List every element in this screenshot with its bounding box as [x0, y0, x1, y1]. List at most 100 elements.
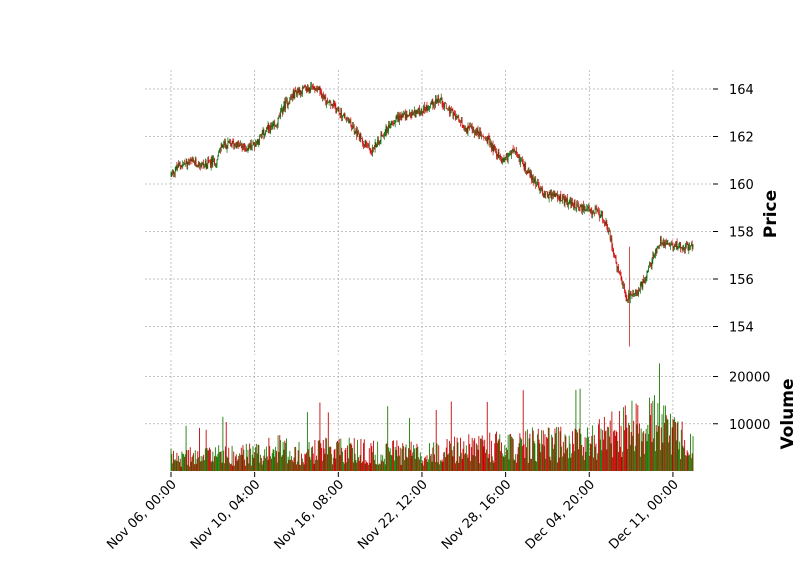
- candle-body: [306, 86, 307, 92]
- candle-body: [382, 135, 383, 137]
- candle-body: [614, 256, 616, 257]
- volume-bar: [516, 454, 518, 471]
- volume-bar: [542, 444, 543, 471]
- candle-body: [550, 193, 552, 199]
- time-tick-label: Nov 16, 08:00: [272, 477, 348, 553]
- volume-bar: [642, 432, 644, 471]
- candle-body: [470, 126, 471, 128]
- volume-bar: [298, 441, 300, 471]
- candle-body: [484, 137, 486, 139]
- candle-body: [189, 160, 191, 162]
- candle-body: [302, 87, 304, 89]
- candle-body: [338, 107, 340, 114]
- candle-body: [583, 204, 584, 211]
- volume-bar: [488, 453, 490, 471]
- time-tick-label: Nov 06, 00:00: [104, 477, 180, 553]
- volume-bar: [592, 425, 594, 471]
- candle-body: [596, 208, 598, 211]
- candle-body: [459, 120, 460, 123]
- volume-bar: [545, 458, 547, 471]
- volume-bar: [576, 429, 578, 471]
- volume-bar: [170, 448, 172, 471]
- volume-bar: [304, 453, 306, 471]
- volume-bar: [646, 441, 648, 471]
- candle-body: [307, 87, 308, 92]
- volume-bar: [520, 437, 522, 471]
- candle-body: [389, 125, 391, 128]
- volume-bar: [371, 446, 373, 471]
- volume-bar: [360, 439, 362, 471]
- candle-body: [385, 126, 387, 133]
- candle-body: [664, 241, 665, 247]
- volume-bar: [374, 454, 376, 471]
- volume-bar: [388, 451, 390, 471]
- candle-body: [549, 191, 551, 194]
- candle-body: [383, 135, 385, 137]
- candle-body: [530, 172, 532, 177]
- volume-bar: [310, 459, 312, 471]
- candle-body: [418, 107, 419, 111]
- volume-bar: [222, 416, 224, 471]
- volume-bar: [496, 443, 498, 471]
- volume-bar: [556, 426, 558, 471]
- volume-bar: [537, 428, 539, 471]
- candle-body: [665, 242, 667, 244]
- candle-body: [410, 115, 412, 116]
- volume-bar: [463, 441, 465, 471]
- volume-bar: [616, 431, 618, 471]
- volume-bar: [647, 424, 649, 471]
- volume-bar: [217, 453, 219, 471]
- volume-bar: [209, 447, 210, 471]
- candle-body: [551, 193, 552, 199]
- candle-body: [594, 208, 596, 213]
- candle-body: [267, 125, 269, 130]
- volume-bar: [501, 453, 503, 471]
- volume-bar: [460, 437, 461, 471]
- candle-body: [416, 110, 418, 113]
- candle-body: [262, 129, 264, 134]
- candle-body: [624, 284, 625, 290]
- candle-body: [476, 129, 478, 134]
- volume-bar: [176, 452, 178, 471]
- candle-body: [440, 97, 442, 99]
- volume-bar: [467, 457, 469, 471]
- candle-body: [275, 124, 276, 126]
- candle-body: [451, 109, 453, 110]
- volume-bar: [356, 462, 358, 471]
- candle-body: [316, 87, 317, 91]
- volume-bar: [203, 454, 205, 471]
- volume-bar: [199, 427, 200, 471]
- volume-bar: [547, 438, 548, 471]
- candle-body: [639, 289, 640, 291]
- candle-body: [272, 124, 274, 127]
- candle-body: [581, 205, 583, 212]
- volume-bar: [490, 440, 492, 471]
- candle-body: [323, 95, 325, 99]
- candle-body: [603, 221, 605, 224]
- volume-bar: [403, 460, 405, 471]
- candle-body: [529, 171, 531, 177]
- candle-body: [222, 145, 224, 148]
- candle-body: [478, 133, 480, 136]
- candle-body: [666, 243, 668, 244]
- candle-body: [341, 110, 342, 118]
- volume-bar: [502, 455, 504, 471]
- candle-body: [655, 250, 657, 254]
- candle-body: [322, 94, 324, 96]
- volume-bar: [182, 453, 184, 471]
- volume-bar: [514, 460, 516, 471]
- volume-bar: [658, 426, 660, 471]
- volume-bar: [366, 462, 368, 471]
- volume-bar: [596, 459, 598, 471]
- candle-body: [483, 137, 485, 138]
- volume-bar: [375, 464, 377, 471]
- volume-bar: [370, 443, 372, 471]
- candle-body: [179, 163, 180, 164]
- candle-body: [230, 143, 232, 147]
- volume-bar: [433, 442, 435, 471]
- volume-bar: [622, 451, 624, 471]
- candle-body: [424, 110, 426, 111]
- volume-bar: [669, 413, 671, 471]
- volume-bar: [574, 428, 576, 471]
- volume-bar: [506, 447, 507, 471]
